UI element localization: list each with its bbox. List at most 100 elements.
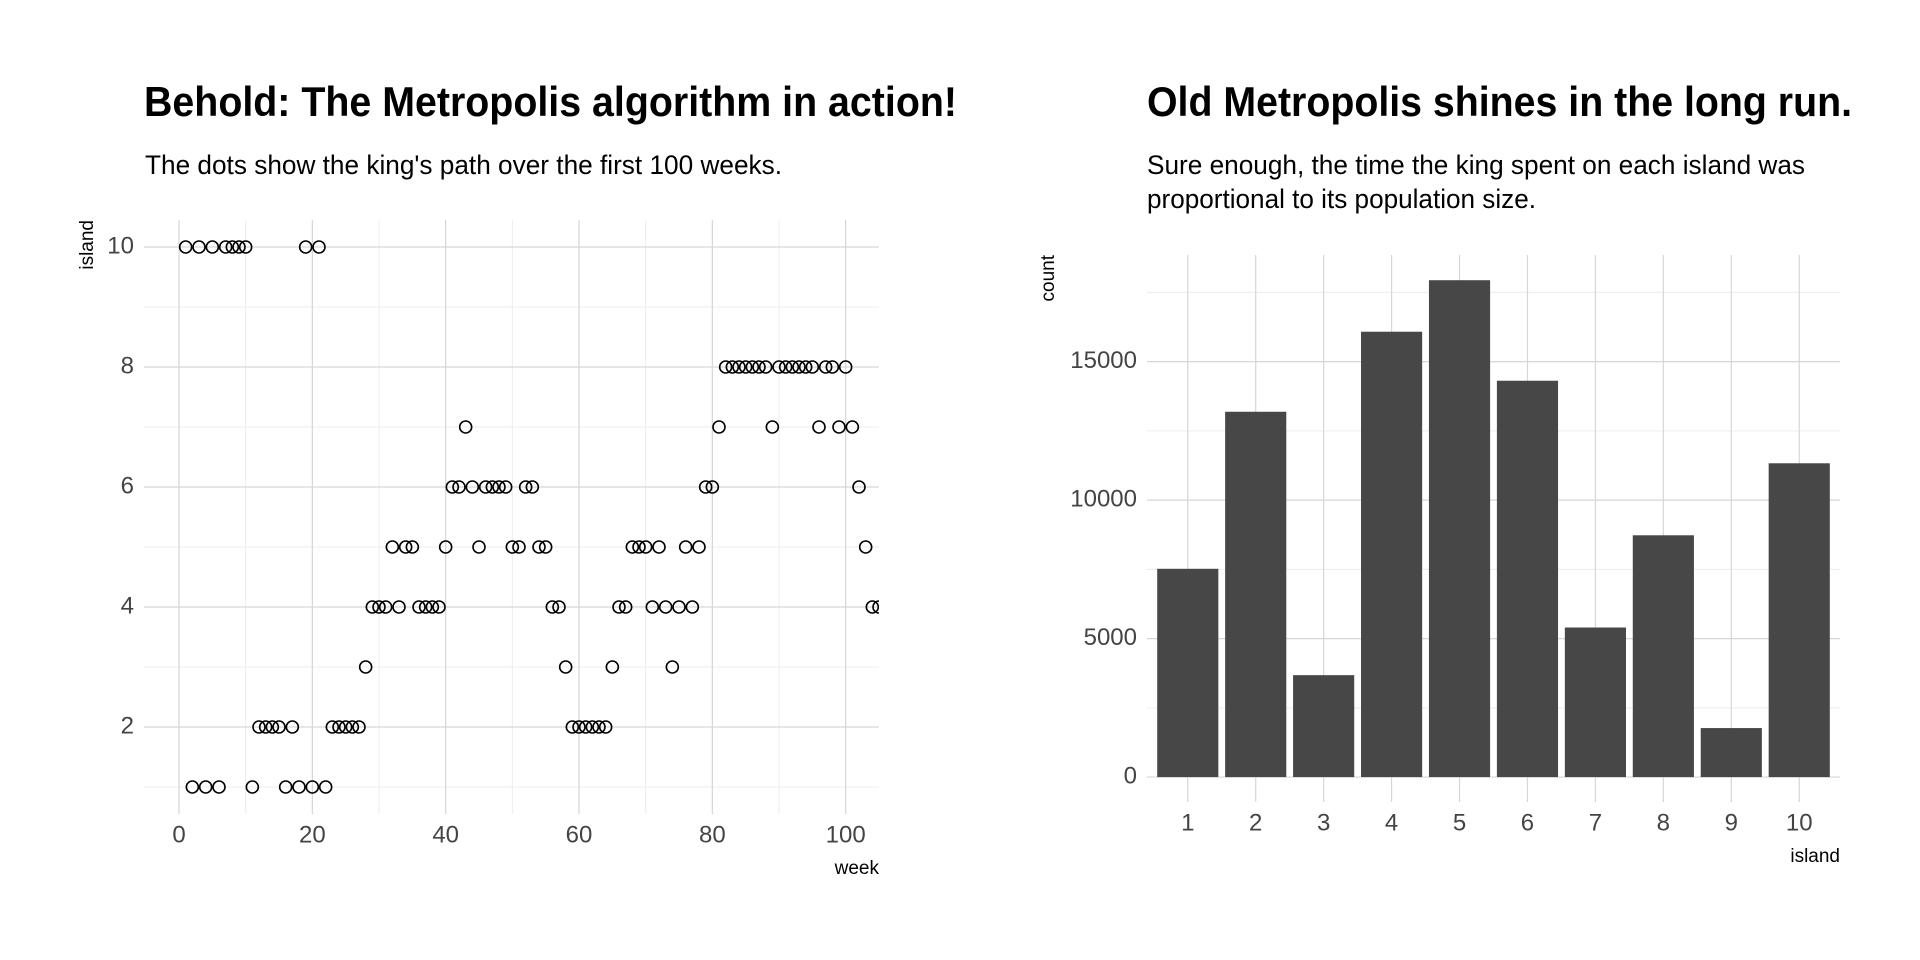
point <box>232 240 246 254</box>
point <box>865 600 879 614</box>
point <box>538 540 553 554</box>
point <box>812 420 826 434</box>
y-tick-label: 8 <box>121 352 134 379</box>
point <box>498 480 513 494</box>
point <box>272 720 286 734</box>
point <box>585 720 600 734</box>
point <box>725 360 740 374</box>
y-axis-label: island <box>77 220 98 270</box>
point <box>238 240 253 254</box>
point <box>565 720 580 734</box>
point <box>872 600 879 614</box>
point <box>745 360 760 374</box>
point <box>692 540 706 554</box>
x-tick-label: 7 <box>1589 809 1602 836</box>
point <box>838 360 853 374</box>
point <box>345 720 360 734</box>
point <box>432 600 446 614</box>
y-axis-label: count <box>1038 254 1059 301</box>
point <box>292 780 306 794</box>
point <box>805 360 820 374</box>
x-tick-label: 40 <box>432 821 459 848</box>
chart-title: Old Metropolis shines in the long run. <box>1147 78 1852 125</box>
point <box>685 600 700 614</box>
point <box>632 540 646 554</box>
bar <box>1496 380 1559 778</box>
point <box>318 780 333 794</box>
point <box>738 360 753 374</box>
y-tick-label: 2 <box>121 712 134 739</box>
y-tick-label: 5000 <box>1084 624 1137 651</box>
point <box>792 360 806 374</box>
point <box>612 600 626 614</box>
point <box>278 780 293 794</box>
point <box>412 600 426 614</box>
point <box>785 360 800 374</box>
x-tick-label: 10 <box>1786 809 1813 836</box>
point <box>192 240 206 254</box>
point <box>332 720 346 734</box>
point <box>678 540 693 554</box>
bar <box>1293 675 1355 778</box>
point <box>605 660 620 674</box>
point <box>658 600 673 614</box>
point <box>398 540 413 554</box>
y-tick-label: 6 <box>121 472 134 499</box>
point <box>545 600 560 614</box>
x-tick-label: 5 <box>1453 809 1466 836</box>
point <box>652 540 666 554</box>
point <box>438 540 453 554</box>
point <box>618 600 633 614</box>
point <box>625 540 640 554</box>
point <box>372 600 386 614</box>
point <box>452 480 466 494</box>
point <box>405 540 420 554</box>
point <box>312 240 326 254</box>
point <box>525 480 540 494</box>
y-tick-label: 0 <box>1124 762 1137 789</box>
x-axis-label: island <box>1790 846 1840 867</box>
point <box>598 720 613 734</box>
point <box>645 600 660 614</box>
point <box>258 720 273 734</box>
point <box>672 600 686 614</box>
point <box>578 720 593 734</box>
point <box>765 420 780 434</box>
chart-subtitle: Sure enough, the time the king spent on … <box>1147 150 1805 180</box>
point <box>385 540 400 554</box>
point <box>505 540 520 554</box>
point <box>298 240 313 254</box>
point <box>352 720 366 734</box>
point <box>325 720 340 734</box>
point <box>365 600 380 614</box>
point <box>458 420 473 434</box>
point <box>212 780 226 794</box>
point <box>465 480 480 494</box>
point <box>492 480 506 494</box>
point <box>185 780 200 794</box>
x-tick-label: 6 <box>1521 809 1534 836</box>
point <box>252 720 266 734</box>
point <box>245 780 260 794</box>
point <box>732 360 746 374</box>
x-tick-label: 60 <box>566 821 593 848</box>
point <box>178 240 193 254</box>
point <box>592 720 606 734</box>
point <box>552 600 566 614</box>
point <box>772 360 786 374</box>
point <box>752 360 766 374</box>
x-tick-label: 9 <box>1725 809 1738 836</box>
point <box>832 420 846 434</box>
bar <box>1632 535 1694 778</box>
point <box>472 540 486 554</box>
y-tick-label: 15000 <box>1070 347 1137 374</box>
x-tick-label: 100 <box>826 821 866 848</box>
point <box>425 600 440 614</box>
point <box>205 240 220 254</box>
point <box>698 480 713 494</box>
point <box>392 600 406 614</box>
point <box>705 480 720 494</box>
point <box>712 420 726 434</box>
point <box>858 540 873 554</box>
